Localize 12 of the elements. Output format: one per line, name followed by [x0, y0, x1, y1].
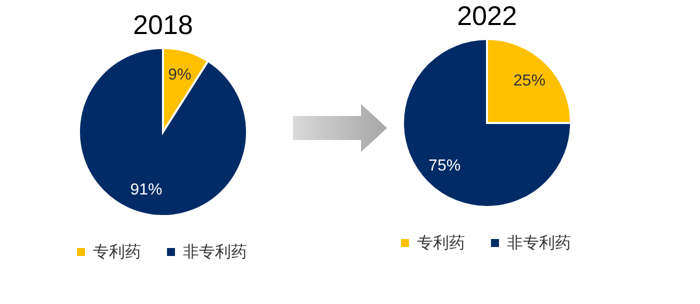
data-label: 9% — [168, 66, 192, 84]
pie-slice — [78, 47, 248, 217]
data-label: 91% — [130, 182, 162, 199]
legend-label: 非专利药 — [507, 234, 571, 252]
pie-slice — [402, 38, 572, 208]
legend-label: 专利药 — [417, 234, 465, 252]
legend-label: 专利药 — [93, 243, 141, 261]
data-label: 75% — [428, 157, 461, 174]
chart-title: 2018 — [132, 10, 194, 40]
chart-title: 2022 — [456, 1, 518, 31]
data-label: 25% — [513, 72, 546, 90]
legend-label: 非专利药 — [183, 243, 247, 261]
